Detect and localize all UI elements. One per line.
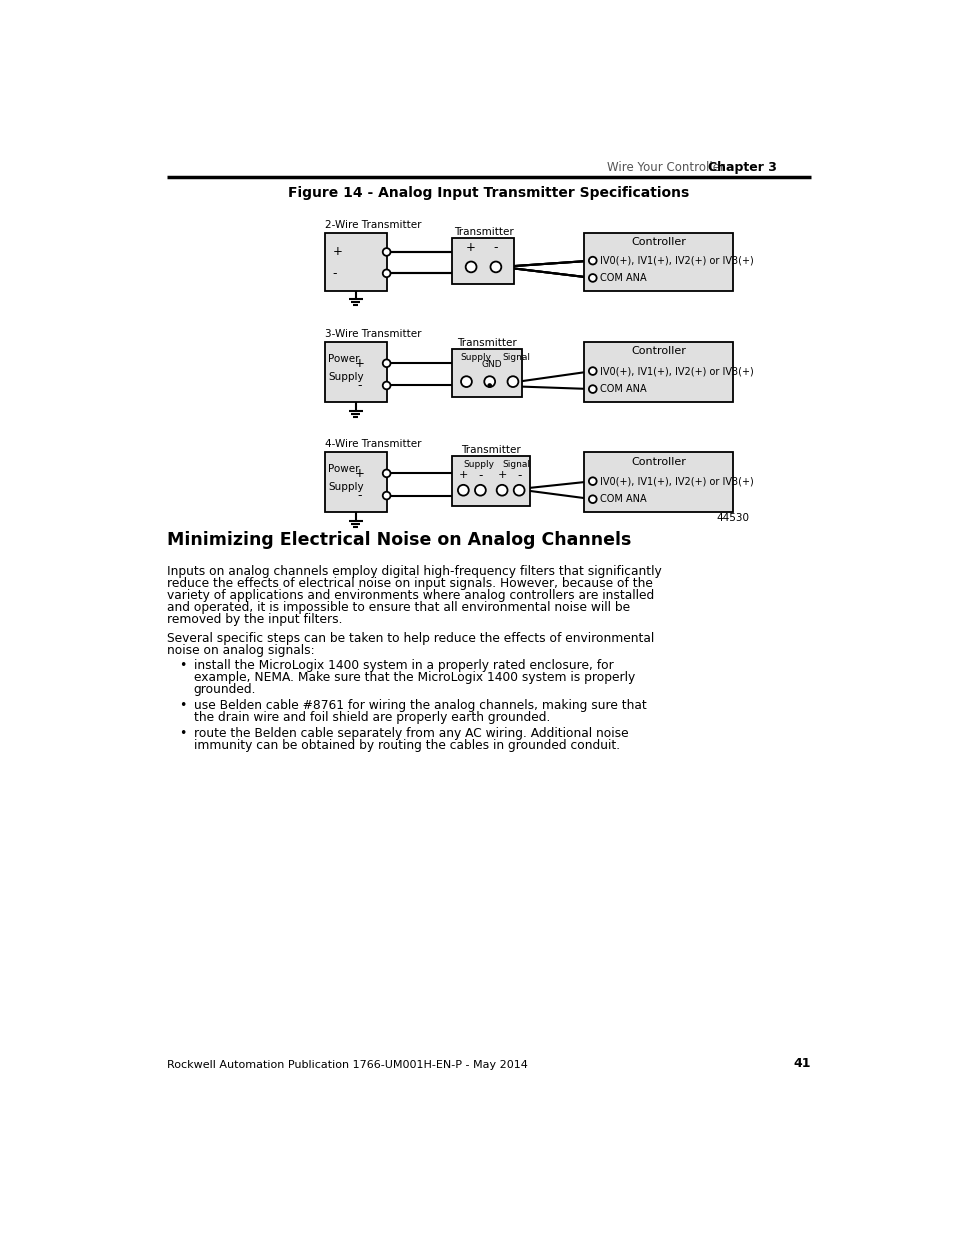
Text: 3-Wire Transmitter: 3-Wire Transmitter [324, 330, 420, 340]
Circle shape [507, 377, 517, 387]
Text: -: - [332, 267, 336, 280]
Circle shape [588, 274, 596, 282]
Text: 2-Wire Transmitter: 2-Wire Transmitter [324, 220, 420, 230]
Text: Supply: Supply [328, 372, 364, 382]
Circle shape [382, 492, 390, 499]
Text: -: - [517, 469, 520, 482]
Text: -: - [356, 379, 361, 391]
Text: install the MicroLogix 1400 system in a properly rated enclosure, for: install the MicroLogix 1400 system in a … [193, 659, 613, 672]
Bar [583, 452, 732, 513]
Circle shape [588, 495, 596, 503]
Circle shape [475, 485, 485, 495]
Circle shape [460, 377, 472, 387]
Text: •: • [179, 699, 186, 713]
Bar [452, 350, 521, 396]
Bar [583, 342, 732, 403]
Text: 41: 41 [792, 1057, 810, 1070]
Text: -: - [356, 489, 361, 503]
Text: 44530: 44530 [716, 514, 748, 524]
Text: Minimizing Electrical Noise on Analog Channels: Minimizing Electrical Noise on Analog Ch… [167, 531, 631, 550]
Bar [324, 342, 386, 403]
Text: Inputs on analog channels employ digital high-frequency filters that significant: Inputs on analog channels employ digital… [167, 564, 661, 578]
Text: example, NEMA. Make sure that the MicroLogix 1400 system is properly: example, NEMA. Make sure that the MicroL… [193, 671, 635, 684]
Text: immunity can be obtained by routing the cables in grounded conduit.: immunity can be obtained by routing the … [193, 739, 619, 752]
Text: +: + [466, 241, 476, 254]
Text: removed by the input filters.: removed by the input filters. [167, 613, 342, 625]
Text: 4-Wire Transmitter: 4-Wire Transmitter [324, 440, 420, 450]
Circle shape [513, 485, 524, 495]
Bar [324, 233, 386, 290]
Text: Controller: Controller [631, 237, 685, 247]
Bar [583, 233, 732, 290]
Text: Signal: Signal [501, 459, 530, 469]
Text: the drain wire and foil shield are properly earth grounded.: the drain wire and foil shield are prope… [193, 711, 550, 724]
Circle shape [465, 262, 476, 273]
Text: Power: Power [328, 354, 359, 364]
Text: IV0(+), IV1(+), IV2(+) or IV3(+): IV0(+), IV1(+), IV2(+) or IV3(+) [599, 477, 753, 487]
Circle shape [588, 385, 596, 393]
Text: +: + [458, 471, 468, 480]
Text: •: • [179, 727, 186, 740]
Text: Supply: Supply [459, 353, 491, 362]
Circle shape [588, 478, 596, 485]
Text: •: • [179, 659, 186, 672]
Text: use Belden cable #8761 for wiring the analog channels, making sure that: use Belden cable #8761 for wiring the an… [193, 699, 646, 713]
Text: Wire Your Controller: Wire Your Controller [607, 161, 724, 174]
Text: COM ANA: COM ANA [599, 273, 646, 283]
Text: +: + [332, 246, 342, 258]
Text: GND: GND [481, 359, 502, 369]
Circle shape [457, 485, 468, 495]
Text: variety of applications and environments where analog controllers are installed: variety of applications and environments… [167, 589, 654, 601]
Text: +: + [355, 357, 364, 369]
Text: Controller: Controller [631, 347, 685, 357]
Text: IV0(+), IV1(+), IV2(+) or IV3(+): IV0(+), IV1(+), IV2(+) or IV3(+) [599, 366, 753, 377]
Circle shape [487, 383, 492, 388]
Text: Transmitter: Transmitter [461, 445, 520, 454]
Text: Transmitter: Transmitter [457, 337, 517, 347]
Text: reduce the effects of electrical noise on input signals. However, because of the: reduce the effects of electrical noise o… [167, 577, 653, 589]
Circle shape [490, 262, 500, 273]
Bar [452, 238, 514, 284]
Text: Rockwell Automation Publication 1766-UM001H-EN-P - May 2014: Rockwell Automation Publication 1766-UM0… [167, 1060, 528, 1070]
Text: +: + [355, 467, 364, 480]
Text: Signal: Signal [502, 353, 530, 362]
Text: COM ANA: COM ANA [599, 384, 646, 394]
Text: Several specific steps can be taken to help reduce the effects of environmental: Several specific steps can be taken to h… [167, 631, 654, 645]
Text: Transmitter: Transmitter [453, 227, 513, 237]
Text: Chapter 3: Chapter 3 [707, 161, 777, 174]
Text: grounded.: grounded. [193, 683, 256, 697]
Text: -: - [477, 469, 482, 482]
Circle shape [382, 382, 390, 389]
Bar [324, 452, 386, 513]
Text: IV0(+), IV1(+), IV2(+) or IV3(+): IV0(+), IV1(+), IV2(+) or IV3(+) [599, 256, 753, 266]
Text: Supply: Supply [328, 482, 364, 493]
Circle shape [588, 367, 596, 375]
Circle shape [484, 377, 495, 387]
Text: Power: Power [328, 464, 359, 474]
Bar [452, 456, 530, 506]
Text: Controller: Controller [631, 457, 685, 467]
Text: route the Belden cable separately from any AC wiring. Additional noise: route the Belden cable separately from a… [193, 727, 628, 740]
Circle shape [497, 485, 507, 495]
Text: +: + [497, 471, 506, 480]
Circle shape [382, 248, 390, 256]
Text: and operated, it is impossible to ensure that all environmental noise will be: and operated, it is impossible to ensure… [167, 600, 630, 614]
Text: COM ANA: COM ANA [599, 494, 646, 504]
Circle shape [382, 469, 390, 477]
Text: noise on analog signals:: noise on analog signals: [167, 643, 314, 657]
Text: Figure 14 - Analog Input Transmitter Specifications: Figure 14 - Analog Input Transmitter Spe… [288, 185, 689, 200]
Text: -: - [493, 241, 497, 254]
Circle shape [382, 269, 390, 277]
Text: Supply: Supply [463, 459, 494, 469]
Circle shape [588, 257, 596, 264]
Circle shape [382, 359, 390, 367]
